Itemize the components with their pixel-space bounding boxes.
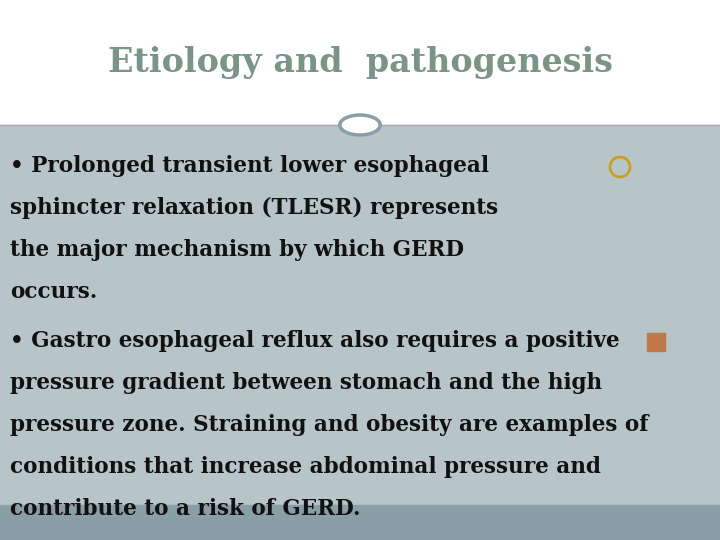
Text: • Prolonged transient lower esophageal: • Prolonged transient lower esophageal: [10, 155, 489, 177]
Text: pressure gradient between stomach and the high: pressure gradient between stomach and th…: [10, 372, 602, 394]
Bar: [0, 505, 720, 540]
Text: pressure zone. Straining and obesity are examples of: pressure zone. Straining and obesity are…: [10, 414, 649, 436]
Ellipse shape: [340, 115, 380, 135]
Text: Etiology and  pathogenesis: Etiology and pathogenesis: [107, 46, 613, 79]
Text: • Gastro esophageal reflux also requires a positive: • Gastro esophageal reflux also requires…: [10, 330, 620, 352]
Text: occurs.: occurs.: [10, 281, 97, 303]
Bar: [0, 125, 720, 505]
Bar: [0, 0, 720, 125]
Text: sphincter relaxation (TLESR) represents: sphincter relaxation (TLESR) represents: [10, 197, 498, 219]
Text: conditions that increase abdominal pressure and: conditions that increase abdominal press…: [10, 456, 601, 478]
Text: contribute to a risk of GERD.: contribute to a risk of GERD.: [10, 498, 361, 520]
Bar: [647, 333, 665, 351]
Text: the major mechanism by which GERD: the major mechanism by which GERD: [10, 239, 464, 261]
